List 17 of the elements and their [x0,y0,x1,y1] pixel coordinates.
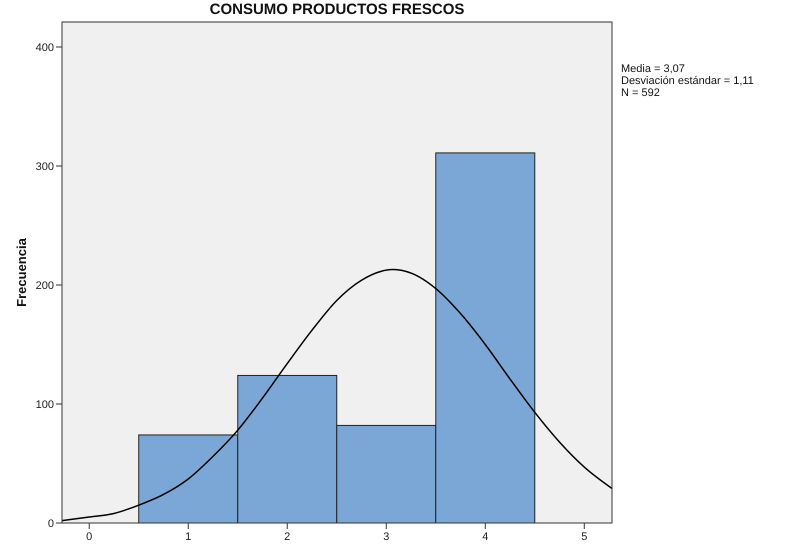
x-tick-label: 3 [383,531,390,543]
x-tick-label: 0 [86,531,92,543]
text: Desviación estándar = 1,11 [621,75,754,87]
y-axis-title: Frecuencia [14,237,29,307]
y-tick-label: 200 [36,280,54,292]
x-tick-label: 1 [185,531,192,543]
x-tick-label: 5 [581,531,588,543]
chart-title: CONSUMO PRODUCTOS FRESCOS [210,1,464,18]
text: Media = 3,07 [621,63,685,75]
line-series [61,268,613,522]
y-tick-label: 400 [36,42,54,54]
y-tick-label: 100 [36,398,54,411]
x-tick-label: 4 [482,531,488,543]
x-tick-label: 2 [284,531,290,543]
y-tick-label: 0 [48,518,54,530]
y-tick-label: 300 [36,160,54,173]
text: N = 592 [621,87,660,99]
